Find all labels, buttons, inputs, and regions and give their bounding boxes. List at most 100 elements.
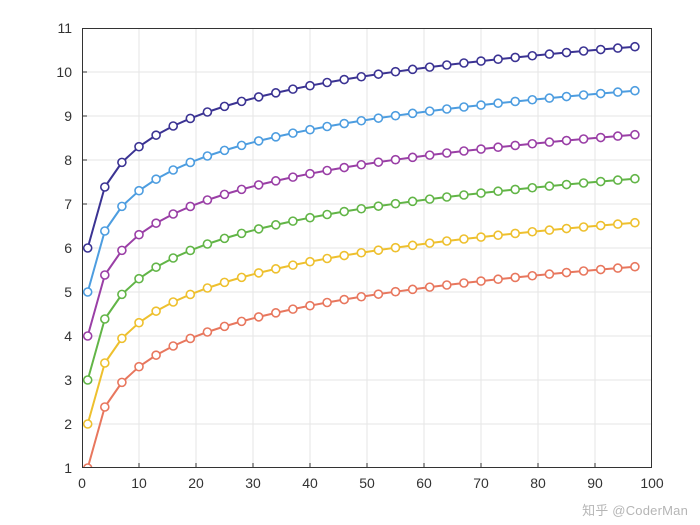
y-tick-label: 3 (64, 373, 72, 387)
series-4-marker (118, 246, 126, 254)
series-5-marker (272, 133, 280, 141)
series-4-marker (340, 164, 348, 172)
y-tick-label: 9 (64, 109, 72, 123)
series-1-marker (84, 464, 92, 468)
series-3-marker (101, 315, 109, 323)
series-5-marker (545, 94, 553, 102)
series-4-marker (443, 149, 451, 157)
series-1-marker (392, 288, 400, 296)
series-3-marker (563, 181, 571, 189)
series-6-marker (323, 79, 331, 87)
series-5-marker (186, 158, 194, 166)
x-tick-label: 20 (188, 476, 204, 490)
series-4 (84, 131, 639, 340)
series-5-marker (323, 123, 331, 131)
series-3-marker (306, 214, 314, 222)
series-5-marker (631, 87, 639, 95)
series-2-marker (580, 223, 588, 231)
series-2-marker (84, 420, 92, 428)
series-1-marker (135, 363, 143, 371)
series-5-marker (101, 227, 109, 235)
series-6-marker (511, 53, 519, 61)
series-3-marker (494, 187, 502, 195)
series-2-marker (169, 298, 177, 306)
series-6-marker (563, 49, 571, 57)
series-6-marker (460, 59, 468, 67)
series-5-marker (443, 105, 451, 113)
series-2-marker (118, 334, 126, 342)
series-6-marker (135, 143, 143, 151)
series-4-marker (255, 181, 263, 189)
series-6-marker (186, 114, 194, 122)
series-2-marker (614, 220, 622, 228)
series-2-marker (477, 233, 485, 241)
series-5-marker (460, 103, 468, 111)
series-2-marker (631, 219, 639, 227)
series-6-marker (374, 70, 382, 78)
series-6-marker (392, 68, 400, 76)
series-3-marker (426, 195, 434, 203)
series-6-marker (580, 47, 588, 55)
series-2-marker (443, 237, 451, 245)
series-4-marker (511, 141, 519, 149)
series-6-marker (238, 97, 246, 105)
series-5-marker (392, 112, 400, 120)
series-4-marker (426, 151, 434, 159)
series-4-marker (186, 202, 194, 210)
series-4-marker (323, 167, 331, 175)
series-2-marker (340, 252, 348, 260)
series-4-marker (374, 158, 382, 166)
series-4-marker (563, 137, 571, 145)
series-1-marker (545, 270, 553, 278)
series-5-marker (494, 99, 502, 107)
series-5-marker (528, 96, 536, 104)
watermark-text: 知乎 @CoderMan (582, 500, 688, 519)
series-6-marker (494, 55, 502, 63)
series-2-marker (357, 249, 365, 257)
series-3-marker (545, 182, 553, 190)
series-5-marker (306, 126, 314, 134)
y-tick-label: 6 (64, 241, 72, 255)
series-1 (84, 263, 639, 468)
series-3-marker (443, 193, 451, 201)
series-4-marker (614, 132, 622, 140)
series-1-marker (460, 279, 468, 287)
x-tick-label: 90 (587, 476, 603, 490)
series-1-marker (306, 302, 314, 310)
series-5-marker (374, 114, 382, 122)
series-5-marker (614, 88, 622, 96)
series-5-marker (221, 146, 229, 154)
series-1-marker (118, 378, 126, 386)
series-6-marker (289, 85, 297, 93)
series-2-marker (374, 246, 382, 254)
series-4-marker (392, 156, 400, 164)
series-3-marker (221, 234, 229, 242)
series-1-marker (477, 277, 485, 285)
series-2-marker (289, 261, 297, 269)
x-tick-label: 70 (473, 476, 489, 490)
y-tick-label: 7 (64, 197, 72, 211)
series-3-marker (169, 254, 177, 262)
series-6-marker (597, 46, 605, 54)
series-3-marker (238, 229, 246, 237)
series-2-marker (272, 265, 280, 273)
series-3-marker (477, 189, 485, 197)
series-3-marker (186, 246, 194, 254)
series-1-marker (152, 351, 160, 359)
series-2-marker (545, 226, 553, 234)
series-1-marker (169, 342, 177, 350)
series-2-marker (203, 284, 211, 292)
series-1-marker (563, 269, 571, 277)
series-4-marker (597, 134, 605, 142)
series-4-marker (580, 135, 588, 143)
series-5-marker (580, 91, 588, 99)
x-tick-label: 60 (416, 476, 432, 490)
series-3-marker (84, 376, 92, 384)
series-3-marker (460, 191, 468, 199)
series-4-marker (460, 147, 468, 155)
series-4-marker (221, 190, 229, 198)
series-5-marker (357, 117, 365, 125)
series-6-marker (614, 44, 622, 52)
series-1-marker (374, 290, 382, 298)
series-3-marker (357, 205, 365, 213)
